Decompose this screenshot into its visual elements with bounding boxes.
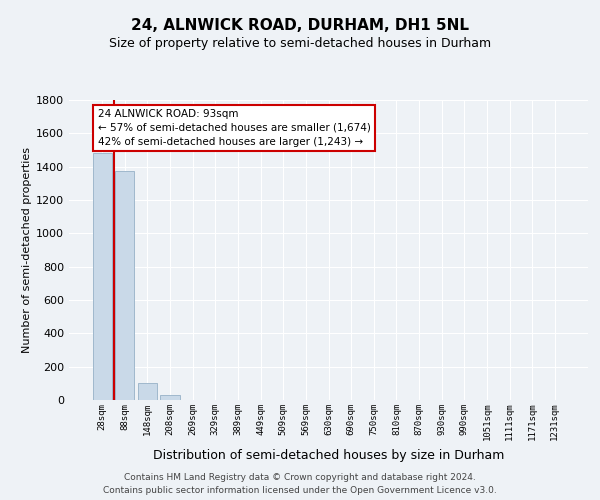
Bar: [160, 394, 180, 400]
Bar: [115, 171, 134, 400]
Text: Contains public sector information licensed under the Open Government Licence v3: Contains public sector information licen…: [103, 486, 497, 495]
X-axis label: Distribution of semi-detached houses by size in Durham: Distribution of semi-detached houses by …: [153, 448, 504, 462]
Bar: [92, 154, 112, 400]
Text: Size of property relative to semi-detached houses in Durham: Size of property relative to semi-detach…: [109, 38, 491, 51]
Text: 24 ALNWICK ROAD: 93sqm
← 57% of semi-detached houses are smaller (1,674)
42% of : 24 ALNWICK ROAD: 93sqm ← 57% of semi-det…: [98, 109, 370, 147]
Text: Contains HM Land Registry data © Crown copyright and database right 2024.: Contains HM Land Registry data © Crown c…: [124, 472, 476, 482]
Bar: [138, 384, 157, 400]
Text: 24, ALNWICK ROAD, DURHAM, DH1 5NL: 24, ALNWICK ROAD, DURHAM, DH1 5NL: [131, 18, 469, 32]
Y-axis label: Number of semi-detached properties: Number of semi-detached properties: [22, 147, 32, 353]
